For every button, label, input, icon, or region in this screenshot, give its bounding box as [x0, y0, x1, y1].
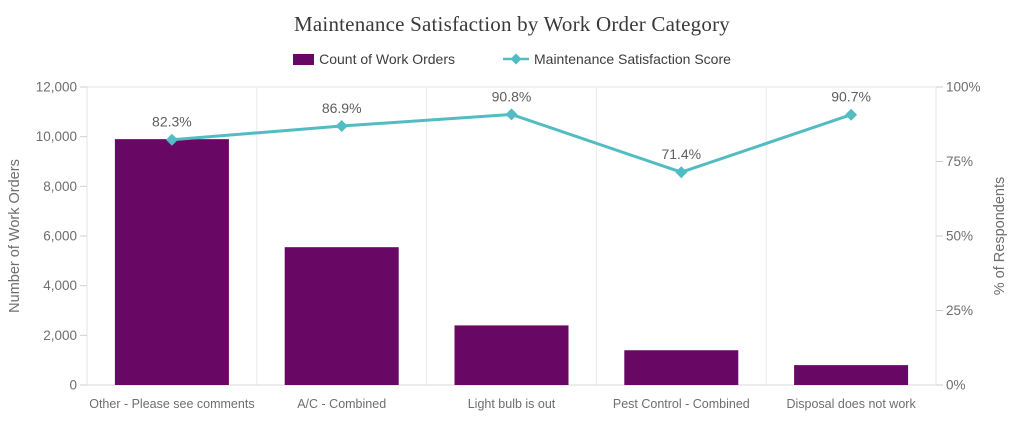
legend: Count of Work Orders Maintenance Satisfa… [0, 51, 1024, 67]
y-left-tick-label: 12,000 [36, 80, 77, 95]
y-right-tick-label: 100% [946, 80, 981, 95]
data-label: 86.9% [322, 100, 362, 116]
bar[interactable] [794, 365, 909, 385]
satisfaction-line [171, 112, 852, 174]
bar[interactable] [624, 350, 739, 385]
line-marker[interactable] [165, 133, 178, 146]
y-left-tick-label: 0 [69, 378, 77, 393]
legend-item-satisfaction-score[interactable]: Maintenance Satisfaction Score [503, 51, 731, 67]
category-label: Light bulb is out [468, 397, 556, 411]
category-label: Other - Please see comments [89, 397, 254, 411]
data-label: 71.4% [661, 146, 701, 162]
line-marker[interactable] [845, 108, 858, 121]
data-label: 90.8% [492, 88, 532, 104]
y-left-tick-label: 4,000 [43, 278, 77, 293]
data-label: 90.7% [831, 89, 871, 105]
data-label: 82.3% [152, 114, 192, 130]
y-right-tick-label: 0% [946, 378, 966, 393]
right-axis-title: % of Respondents [992, 177, 1008, 296]
bar[interactable] [454, 325, 569, 385]
legend-label-count-of-work-orders: Count of Work Orders [319, 51, 455, 67]
line-marker[interactable] [335, 120, 348, 133]
y-right-tick-label: 25% [946, 303, 973, 318]
y-left-tick-label: 6,000 [43, 229, 77, 244]
chart-title: Maintenance Satisfaction by Work Order C… [294, 12, 730, 36]
left-axis-title: Number of Work Orders [7, 159, 23, 313]
line-marker[interactable] [675, 166, 688, 179]
y-right-tick-label: 50% [946, 229, 973, 244]
category-label: Pest Control - Combined [613, 397, 750, 411]
bar[interactable] [284, 247, 399, 385]
y-left-tick-label: 10,000 [36, 129, 77, 144]
line-marker[interactable] [505, 108, 518, 121]
y-right-tick-label: 75% [946, 154, 973, 169]
y-left-tick-label: 8,000 [43, 179, 77, 194]
legend-label-satisfaction-score: Maintenance Satisfaction Score [534, 51, 731, 67]
bar[interactable] [114, 139, 229, 385]
y-left-tick-label: 2,000 [43, 328, 77, 343]
line-series-swatch-icon [503, 53, 529, 65]
category-label: Disposal does not work [786, 397, 916, 411]
category-label: A/C - Combined [297, 397, 386, 411]
legend-item-count-of-work-orders[interactable]: Count of Work Orders [293, 51, 455, 67]
bar-series-swatch-icon [293, 53, 315, 65]
